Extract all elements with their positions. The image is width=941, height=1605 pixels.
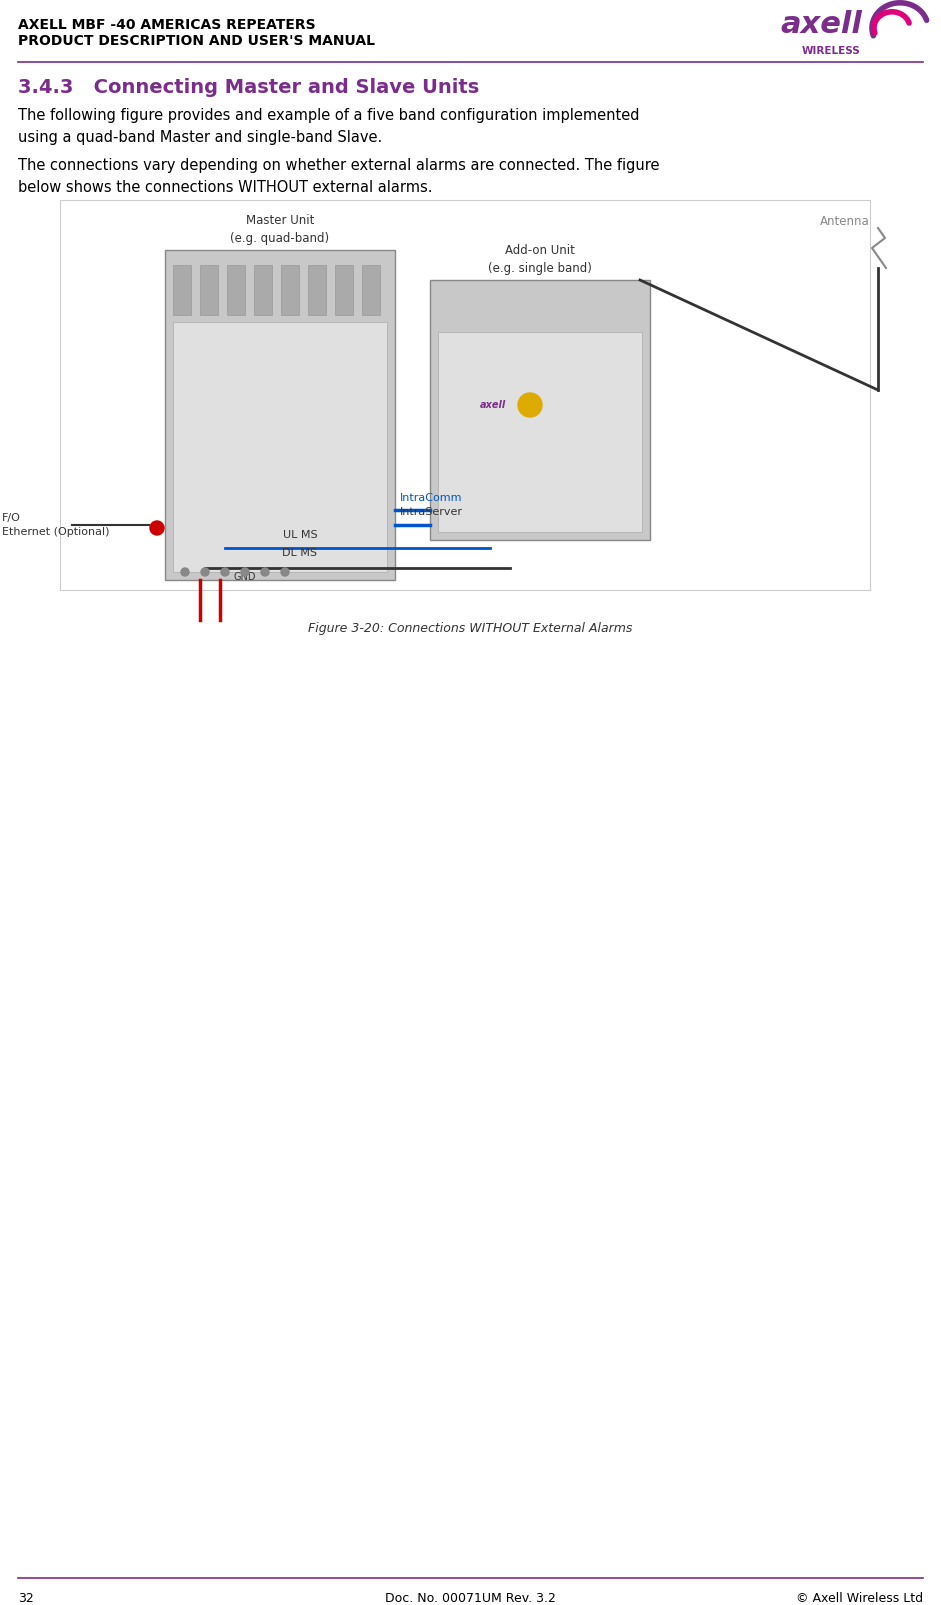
Bar [430,279,650,539]
Text: DL MS: DL MS [282,547,317,559]
Bar [335,265,353,315]
Circle shape [241,568,249,576]
Bar [165,250,395,579]
Bar [281,265,299,315]
Text: axell: axell [480,400,506,409]
Bar [200,265,218,315]
Text: The following figure provides and example of a five band configuration implement: The following figure provides and exampl… [18,108,640,144]
Bar [362,265,380,315]
Text: AXELL MBF -40 AMERICAS REPEATERS: AXELL MBF -40 AMERICAS REPEATERS [18,18,315,32]
Bar [438,332,642,531]
Circle shape [221,568,229,576]
Text: The connections vary depending on whether external alarms are connected. The fig: The connections vary depending on whethe… [18,157,660,196]
Text: WIRELESS: WIRELESS [802,47,861,56]
Bar [227,265,245,315]
Text: UL MS: UL MS [282,530,317,539]
Text: IntraComm: IntraComm [400,493,462,502]
Bar [254,265,272,315]
Bar [308,265,326,315]
Text: Add-on Unit
(e.g. single band): Add-on Unit (e.g. single band) [488,244,592,274]
Text: Antenna: Antenna [821,215,870,228]
Text: Figure 3-20: Connections WITHOUT External Alarms: Figure 3-20: Connections WITHOUT Externa… [308,623,632,636]
Text: GND: GND [233,571,256,583]
Circle shape [150,522,164,534]
Text: 32: 32 [18,1592,34,1605]
Bar [60,201,870,591]
Text: 3.4.3   Connecting Master and Slave Units: 3.4.3 Connecting Master and Slave Units [18,79,479,96]
Text: IntraServer: IntraServer [400,507,463,517]
Circle shape [261,568,269,576]
Text: F/O
Ethernet (Optional): F/O Ethernet (Optional) [2,514,109,538]
Circle shape [281,568,289,576]
Circle shape [201,568,209,576]
Bar [173,323,387,571]
Bar [173,265,191,315]
Text: PRODUCT DESCRIPTION AND USER'S MANUAL: PRODUCT DESCRIPTION AND USER'S MANUAL [18,34,375,48]
Text: Doc. No. 00071UM Rev. 3.2: Doc. No. 00071UM Rev. 3.2 [385,1592,555,1605]
Text: axell: axell [780,10,862,39]
Text: Master Unit
(e.g. quad-band): Master Unit (e.g. quad-band) [231,213,329,246]
Text: © Axell Wireless Ltd: © Axell Wireless Ltd [796,1592,923,1605]
Circle shape [518,393,542,417]
Circle shape [181,568,189,576]
